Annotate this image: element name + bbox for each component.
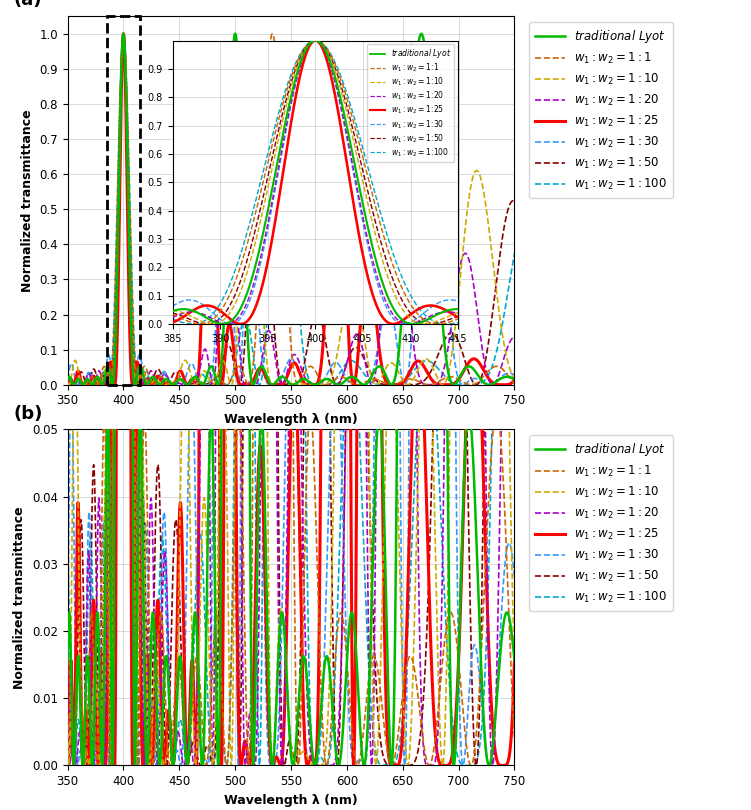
- Legend: $\it{traditional\ Lyot}$, $\it{w_1}$$\it{:w_2=}$$\it{1:1}$, $\it{w_1}$$\it{:w_2=: $\it{traditional\ Lyot}$, $\it{w_1}$$\it…: [529, 435, 673, 611]
- Legend: $\it{traditional\ Lyot}$, $\it{w_1}$$\it{:w_2=}$$\it{1:1}$, $\it{w_1}$$\it{:w_2=: $\it{traditional\ Lyot}$, $\it{w_1}$$\it…: [529, 22, 673, 198]
- X-axis label: Wavelength λ (nm): Wavelength λ (nm): [224, 794, 358, 807]
- Y-axis label: Normalized transmittance: Normalized transmittance: [21, 109, 34, 292]
- Bar: [107, 16, 140, 385]
- Y-axis label: Normalized transmittance: Normalized transmittance: [14, 506, 26, 688]
- X-axis label: Wavelength λ (nm): Wavelength λ (nm): [224, 413, 358, 426]
- Text: (a): (a): [14, 0, 43, 9]
- Text: (b): (b): [14, 404, 44, 423]
- Legend: $\it{traditional\ Lyot}$, $\it{w_1:w_2=}$1:1, $\it{w_1:w_2=}$1:10, $\it{w_1:w_2=: $\it{traditional\ Lyot}$, $\it{w_1:w_2=}…: [366, 45, 454, 162]
